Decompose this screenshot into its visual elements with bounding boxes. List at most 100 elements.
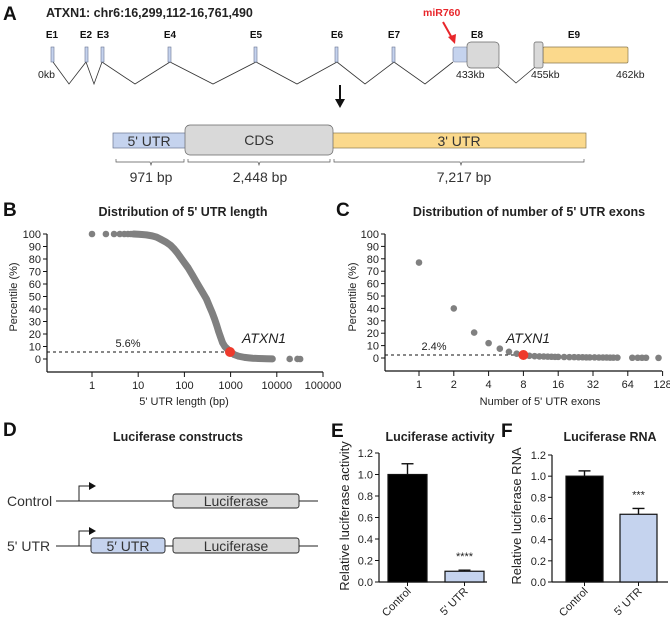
bar [444, 570, 485, 583]
bar [565, 475, 604, 583]
y-tick-label: 90 [367, 241, 379, 253]
x-tick-label: 5' UTR [438, 586, 470, 618]
y-tick-label: 80 [29, 254, 41, 266]
data-point [208, 309, 216, 317]
data-point [531, 352, 538, 360]
promoter-arrow-icon [78, 527, 96, 546]
data-point [496, 345, 504, 353]
y-tick-label: 0 [373, 353, 379, 365]
exon-9-cds [533, 41, 544, 69]
cds-segment [184, 124, 334, 156]
exon-label: E3 [97, 30, 110, 41]
x-tick-label: 10000 [262, 380, 293, 392]
intron-lines [52, 61, 454, 86]
chart-c: Distribution of number of 5' UTR exons 0 1… [347, 205, 670, 408]
y-tick-label: 60 [29, 279, 41, 291]
highlight-label: ATXN1 [241, 330, 286, 346]
y-tick-label: 80 [367, 254, 379, 266]
exon-8-utr [452, 46, 469, 63]
y-tick-label: 0.8 [531, 492, 546, 504]
y-tick-label: 10 [29, 342, 41, 354]
construct-label: Control [7, 493, 52, 509]
box-label: 5′ UTR [106, 538, 149, 554]
data-point [470, 329, 478, 336]
x-tick-label: 100000 [305, 380, 342, 392]
significance-label: **** [456, 551, 474, 563]
exon-5 [253, 46, 258, 63]
panel-letter-b: B [3, 200, 17, 221]
exon-9-utr [542, 46, 629, 64]
y-tick-label: 50 [367, 291, 379, 303]
chart-f: Luciferase RNA 0.0 0.2 0.4 0.6 0.8 1.0 1.2 Relat… [509, 430, 668, 619]
y-tick-label: 100 [361, 229, 379, 241]
data-point [505, 348, 513, 356]
data-point [156, 235, 164, 243]
promoter-arrow-icon [78, 482, 96, 501]
braces [115, 159, 585, 167]
exon-4 [167, 46, 172, 63]
data-point [235, 352, 243, 360]
y-tick-label: 0.2 [531, 556, 546, 568]
data-point [199, 289, 207, 297]
exon-label: E8 [471, 30, 484, 41]
y-tick-label: 0.0 [531, 577, 546, 589]
y-axis-label: Relative luciferase RNA [509, 447, 524, 585]
y-tick-label: 0.6 [358, 513, 373, 525]
y-tick-label: 0 [35, 354, 41, 366]
y-tick-label: 40 [29, 304, 41, 316]
x-tick-label: 1 [416, 379, 422, 391]
panel-letter-d: D [3, 420, 17, 441]
chart-b: Distribution of 5' UTR length01020304050… [8, 205, 341, 408]
y-tick-label: 70 [29, 267, 41, 279]
bar [387, 473, 428, 583]
y-tick-label: 1.2 [531, 450, 546, 462]
y-tick-label: 1.0 [358, 470, 373, 482]
chart-title: Luciferase activity [385, 430, 494, 444]
x-tick-label: 1 [89, 380, 95, 392]
y-tick-label: 0.6 [531, 514, 546, 526]
y-tick-label: 0.4 [531, 535, 546, 547]
panel-d: D Luciferase constructs Control Lucifera… [3, 420, 318, 554]
data-point [203, 295, 210, 303]
position-label: 433kb [456, 69, 485, 81]
data-point [206, 303, 213, 310]
y-axis-label: Percentile (%) [8, 262, 20, 331]
exon-7 [391, 46, 396, 63]
exon-8-cds [466, 41, 500, 69]
data-point [215, 328, 222, 335]
data-point [513, 350, 520, 357]
exon-label: E6 [331, 30, 344, 41]
x-tick-label: 5' UTR [612, 586, 644, 618]
chart-title: Distribution of number of 5' UTR exons [413, 205, 645, 219]
data-point [296, 355, 304, 363]
segment-length: 7,217 bp [437, 169, 492, 185]
y-tick-label: 50 [29, 292, 41, 304]
data-point [263, 355, 270, 363]
exon-3 [100, 46, 105, 63]
y-tick-label: 70 [367, 266, 379, 278]
box-label: Luciferase [204, 538, 269, 554]
chart-e: Luciferase activity 0.0 0.2 0.4 0.6 0.8 1.0 1.2… [337, 430, 495, 619]
x-axis-label: Number of 5' UTR exons [480, 396, 601, 408]
panel-letter-f: F [501, 421, 513, 442]
highlight-point [518, 350, 529, 361]
x-tick-label: 1000 [218, 380, 242, 392]
x-tick-label: 4 [486, 379, 492, 391]
chart-title: Distribution of 5' UTR length [99, 205, 268, 219]
data-point [566, 353, 573, 361]
data-point [269, 355, 276, 363]
panel-a: A ATXN1: chr6:16,299,112-16,761,490 E1 E… [3, 4, 645, 185]
data-point [614, 354, 621, 361]
x-tick-label: 10 [132, 380, 144, 392]
data-point [176, 253, 184, 260]
x-tick-label: 100 [175, 380, 193, 392]
segment-length: 2,448 bp [233, 169, 288, 185]
chart-title: Luciferase RNA [563, 430, 656, 444]
panel-letter-c: C [336, 200, 350, 221]
data-point [554, 353, 562, 361]
data-point [143, 231, 150, 239]
data-point [628, 354, 636, 362]
data-point [450, 305, 458, 312]
data-point [249, 354, 256, 362]
